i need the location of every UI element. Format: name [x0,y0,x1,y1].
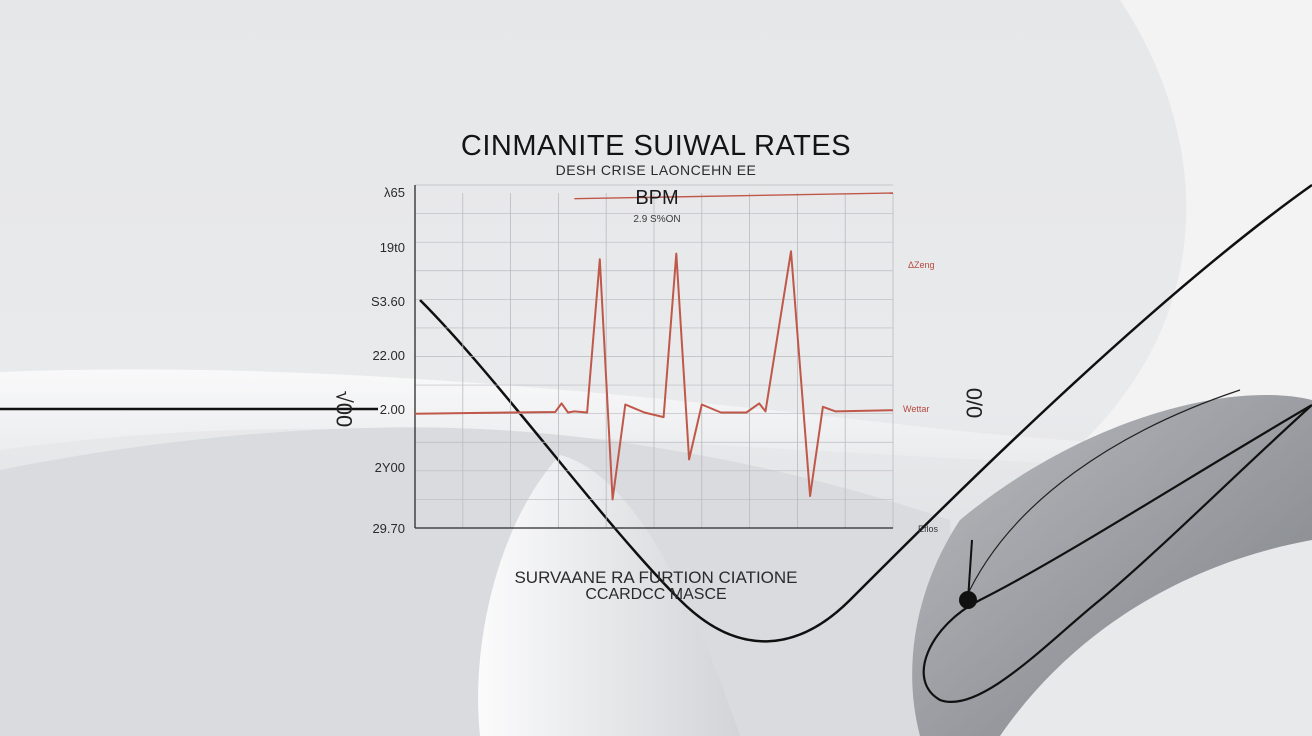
annotation-upper: ΔZeng [908,260,935,270]
annotation-lower: Wettar [903,404,930,414]
background-sweep-top-right [1080,0,1312,445]
footer-caption-line1: SURVAANE RA FURTION CIATIONE [514,568,798,587]
background-curve-black [419,183,1312,643]
series-line-heartbeat [414,250,894,501]
background-needle [967,539,973,601]
y-tick-label: S3.60 [371,294,405,309]
side-label-right: 0/0 [961,387,987,419]
unit-label: BPM [635,187,679,209]
side-label-left: √00 [331,390,357,428]
chart-title: CINMANITE SUIWAL RATES [460,130,852,162]
y-tick-label: 22.00 [372,348,405,363]
y-tick-label: 2Y00 [374,460,405,475]
background-band [0,369,1312,470]
background-dot [959,591,977,609]
y-tick-label: 2.00 [379,402,405,417]
y-tick-label: 19t0 [379,240,405,255]
background-curve-black-2 [922,404,1312,703]
unit-sublabel: 2.9 S%ON [633,214,681,225]
footer-caption-line2: CCARDCC MASCE [585,586,727,603]
background-swoosh-center [478,455,740,736]
chart-grid [415,184,894,529]
chart-subtitle: DESH CRISE LAONCEHN EE [555,162,757,178]
series-line-reference [574,192,894,200]
background-wave-left [0,427,960,736]
x-axis-label: Eflos [918,524,939,534]
background-highlight-right [1000,540,1312,736]
background-curve-thin [964,389,1241,601]
y-tick-label: 29.70 [372,521,405,536]
y-tick-label: λ65 [384,185,405,200]
chart-series [414,192,894,501]
